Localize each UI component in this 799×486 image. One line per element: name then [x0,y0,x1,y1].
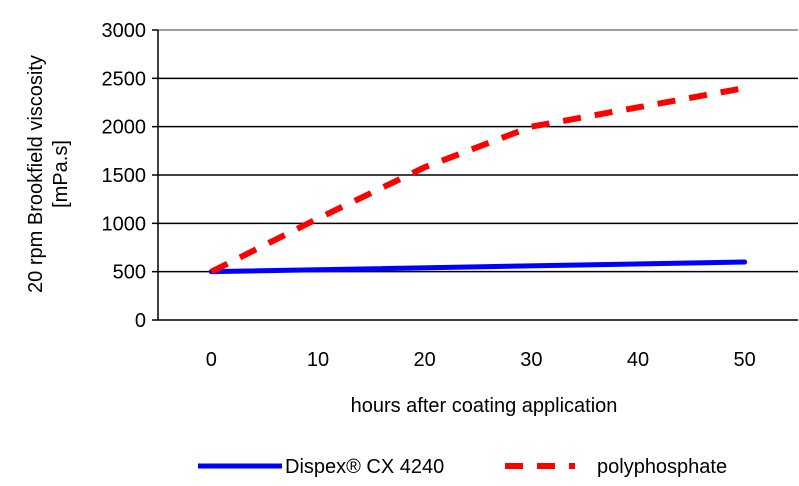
x-tick-label-20: 20 [414,349,436,371]
y-tick-label-3000: 3000 [102,20,147,42]
y-tick-label-1000: 1000 [102,213,147,235]
axes [152,29,798,321]
y-tick-label-2500: 2500 [102,68,147,90]
x-tick-label-50: 50 [734,349,756,371]
y-tick-label-2000: 2000 [102,117,147,139]
y-tick-label-500: 500 [113,262,146,284]
series-line-dispex [208,259,748,275]
y-axis-title-line1: 20 rpm Brookfield viscosity [25,55,47,293]
y-axis-title-line2: [mPa.s] [50,140,72,208]
series-lines [208,85,748,275]
series-line-polyphosphate [209,85,746,275]
y-tick-label-0: 0 [135,310,146,332]
y-tick-label-1500: 1500 [102,165,147,187]
legend-label-dispex: Dispex® CX 4240 [285,456,444,478]
x-tick-label-30: 30 [520,349,542,371]
legend-label-polyphosphate: polyphosphate [597,456,727,478]
gridlines [158,29,798,273]
y-tick-labels: 0 500 1000 1500 2000 2500 3000 [102,20,147,332]
x-axis-title: hours after coating application [351,395,618,417]
x-tick-label-40: 40 [627,349,649,371]
x-tick-label-10: 10 [307,349,329,371]
x-tick-labels: 0 10 20 30 40 50 [206,349,756,371]
legend: Dispex® CX 4240 polyphosphate [198,456,727,478]
x-tick-label-0: 0 [206,349,217,371]
